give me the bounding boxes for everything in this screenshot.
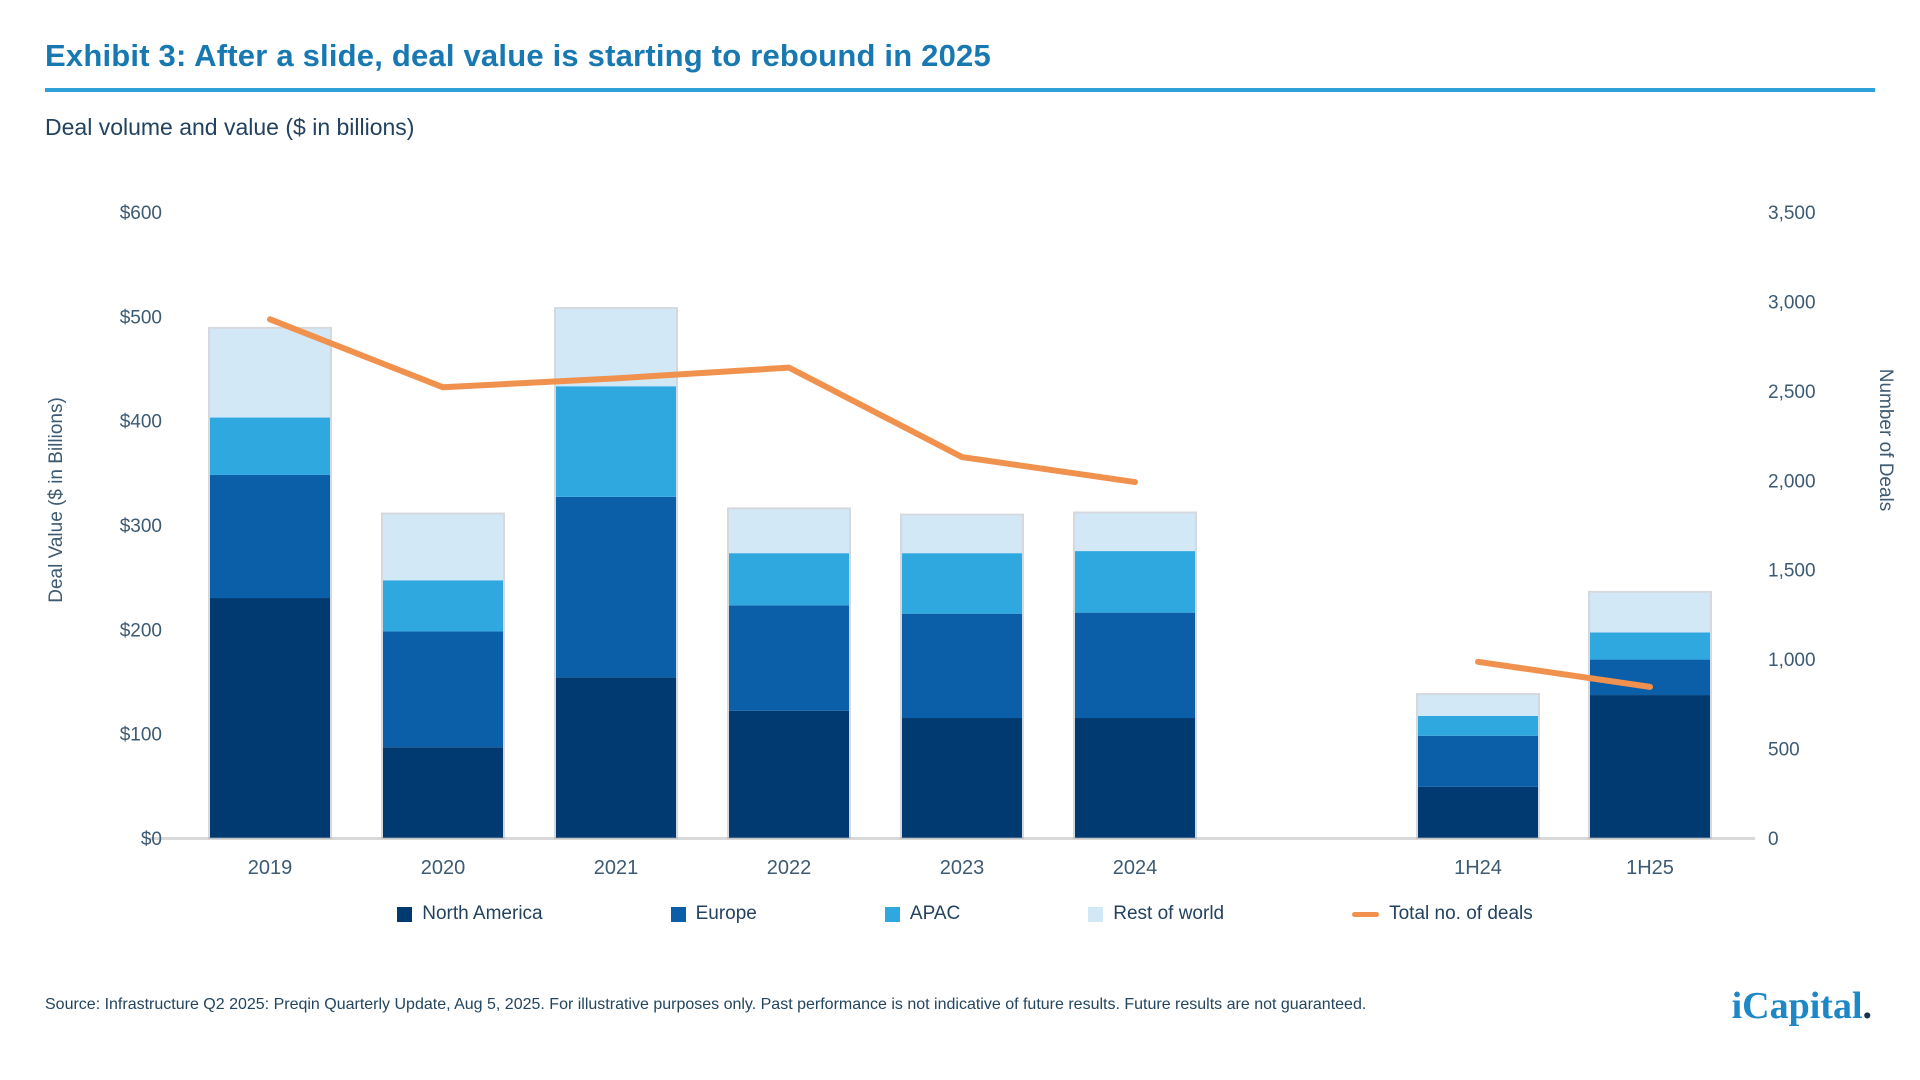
- chart-header: Exhibit 3: After a slide, deal value is …: [45, 38, 1875, 141]
- bar-segment-apac: [1590, 632, 1710, 660]
- legend-item-rest-of-world: Rest of world: [1088, 903, 1224, 925]
- bar-segment-apac: [383, 580, 503, 632]
- chart-legend: North America Europe APAC Rest of world Tota…: [180, 897, 1750, 931]
- bar-segment-north-america: [729, 710, 849, 838]
- right-axis-tick-label: 1,500: [1768, 561, 1816, 582]
- legend-label: Total no. of deals: [1389, 903, 1533, 924]
- bar-segment-europe: [902, 613, 1022, 719]
- bar-segment-north-america: [1075, 718, 1195, 838]
- legend-label: Europe: [695, 903, 757, 924]
- page-title: Exhibit 3: After a slide, deal value is …: [45, 38, 991, 73]
- bar-segment-apac: [556, 386, 676, 497]
- bar-segment-apac: [1075, 551, 1195, 613]
- right-axis-tick-label: 2,000: [1768, 471, 1816, 492]
- bar-segment-europe: [210, 474, 330, 599]
- bar-segment-north-america: [556, 677, 676, 838]
- bar-segment-rest-of-world: [1418, 695, 1538, 716]
- bar-outline: [381, 512, 505, 839]
- right-axis-tick-label: 2,500: [1768, 382, 1816, 403]
- left-axis-tick-label: $200: [120, 620, 162, 641]
- legend-square-swatch-icon: [397, 906, 413, 922]
- legend-square-swatch-icon: [1088, 906, 1104, 922]
- bar-segment-north-america: [1590, 695, 1710, 838]
- legend-item-total-no-of-deals: Total no. of deals: [1352, 903, 1533, 925]
- left-axis-title: Deal Value ($ in Billions): [46, 397, 67, 603]
- bar-segment-rest-of-world: [902, 515, 1022, 554]
- x-axis-category-label: 2023: [940, 857, 985, 879]
- legend-square-swatch-icon: [670, 906, 686, 922]
- bar-segment-europe: [383, 631, 503, 748]
- bar-segment-north-america: [383, 747, 503, 838]
- logo-text: iCapital: [1731, 985, 1863, 1027]
- x-axis-category-label: 1H25: [1626, 857, 1674, 879]
- bar-segment-apac: [1418, 715, 1538, 736]
- bar-outline: [727, 507, 851, 839]
- x-axis-category-label: 2024: [1113, 857, 1158, 879]
- legend-square-swatch-icon: [884, 906, 900, 922]
- right-axis-title: Number of Deals: [1875, 369, 1896, 512]
- bar-segment-north-america: [1418, 786, 1538, 838]
- left-axis-tick-label: $500: [120, 307, 162, 328]
- bar-segment-europe: [556, 496, 676, 678]
- bar-segment-rest-of-world: [1590, 592, 1710, 633]
- bar-segment-apac: [729, 553, 849, 606]
- chart-subtitle: Deal volume and value ($ in billions): [45, 114, 415, 140]
- left-axis-tick-label: $400: [120, 412, 162, 433]
- source-note: Source: Infrastructure Q2 2025: Preqin Q…: [45, 996, 1367, 1013]
- legend-label: North America: [422, 903, 543, 924]
- bar-segment-rest-of-world: [210, 328, 330, 418]
- bar-segment-apac: [210, 417, 330, 475]
- bar-outline: [554, 307, 678, 839]
- legend-label: APAC: [909, 903, 961, 924]
- x-axis-category-label: 1H24: [1454, 857, 1502, 879]
- bar-segment-rest-of-world: [1075, 513, 1195, 552]
- bar-segment-apac: [902, 553, 1022, 614]
- bar-outline: [900, 513, 1024, 839]
- right-axis-tick-label: 1,000: [1768, 650, 1816, 671]
- logo-period: .: [1862, 985, 1873, 1027]
- legend-item-north-america: North America: [397, 903, 543, 925]
- bar-outline: [1416, 693, 1540, 840]
- bar-segment-north-america: [210, 598, 330, 838]
- right-axis-tick-label: 0: [1768, 829, 1779, 850]
- x-axis-category-label: 2019: [248, 857, 293, 879]
- right-axis-tick-label: 3,500: [1768, 203, 1816, 224]
- left-axis-tick-label: $300: [120, 516, 162, 537]
- legend-item-apac: APAC: [884, 903, 961, 925]
- bar-segment-rest-of-world: [383, 514, 503, 581]
- left-axis-tick-label: $0: [141, 829, 162, 850]
- right-axis-tick-label: 500: [1768, 740, 1800, 761]
- x-axis-category-label: 2021: [594, 857, 639, 879]
- x-axis-category-label: 2022: [767, 857, 812, 879]
- bar-segment-europe: [1075, 612, 1195, 719]
- bar-segment-europe: [729, 605, 849, 711]
- legend-label: Rest of world: [1113, 903, 1225, 924]
- bar-outline: [1588, 590, 1712, 839]
- x-axis-baseline: [150, 837, 1755, 840]
- bar-segment-north-america: [902, 718, 1022, 838]
- bar-segment-europe: [1418, 735, 1538, 787]
- legend-item-europe: Europe: [670, 903, 757, 925]
- legend-line-swatch-icon: [1352, 911, 1380, 917]
- left-axis-tick-label: $600: [120, 203, 162, 224]
- bar-segment-rest-of-world: [729, 509, 849, 554]
- total-deals-line: [1475, 658, 1653, 690]
- bar-outline: [1073, 511, 1197, 839]
- title-divider: [45, 88, 1875, 92]
- total-deals-line: [267, 316, 1138, 486]
- icapital-logo: iCapital.: [1732, 984, 1872, 1028]
- right-axis-tick-label: 3,000: [1768, 292, 1816, 313]
- left-axis-tick-label: $100: [120, 725, 162, 746]
- bar-outline: [208, 326, 332, 839]
- x-axis-category-label: 2020: [421, 857, 466, 879]
